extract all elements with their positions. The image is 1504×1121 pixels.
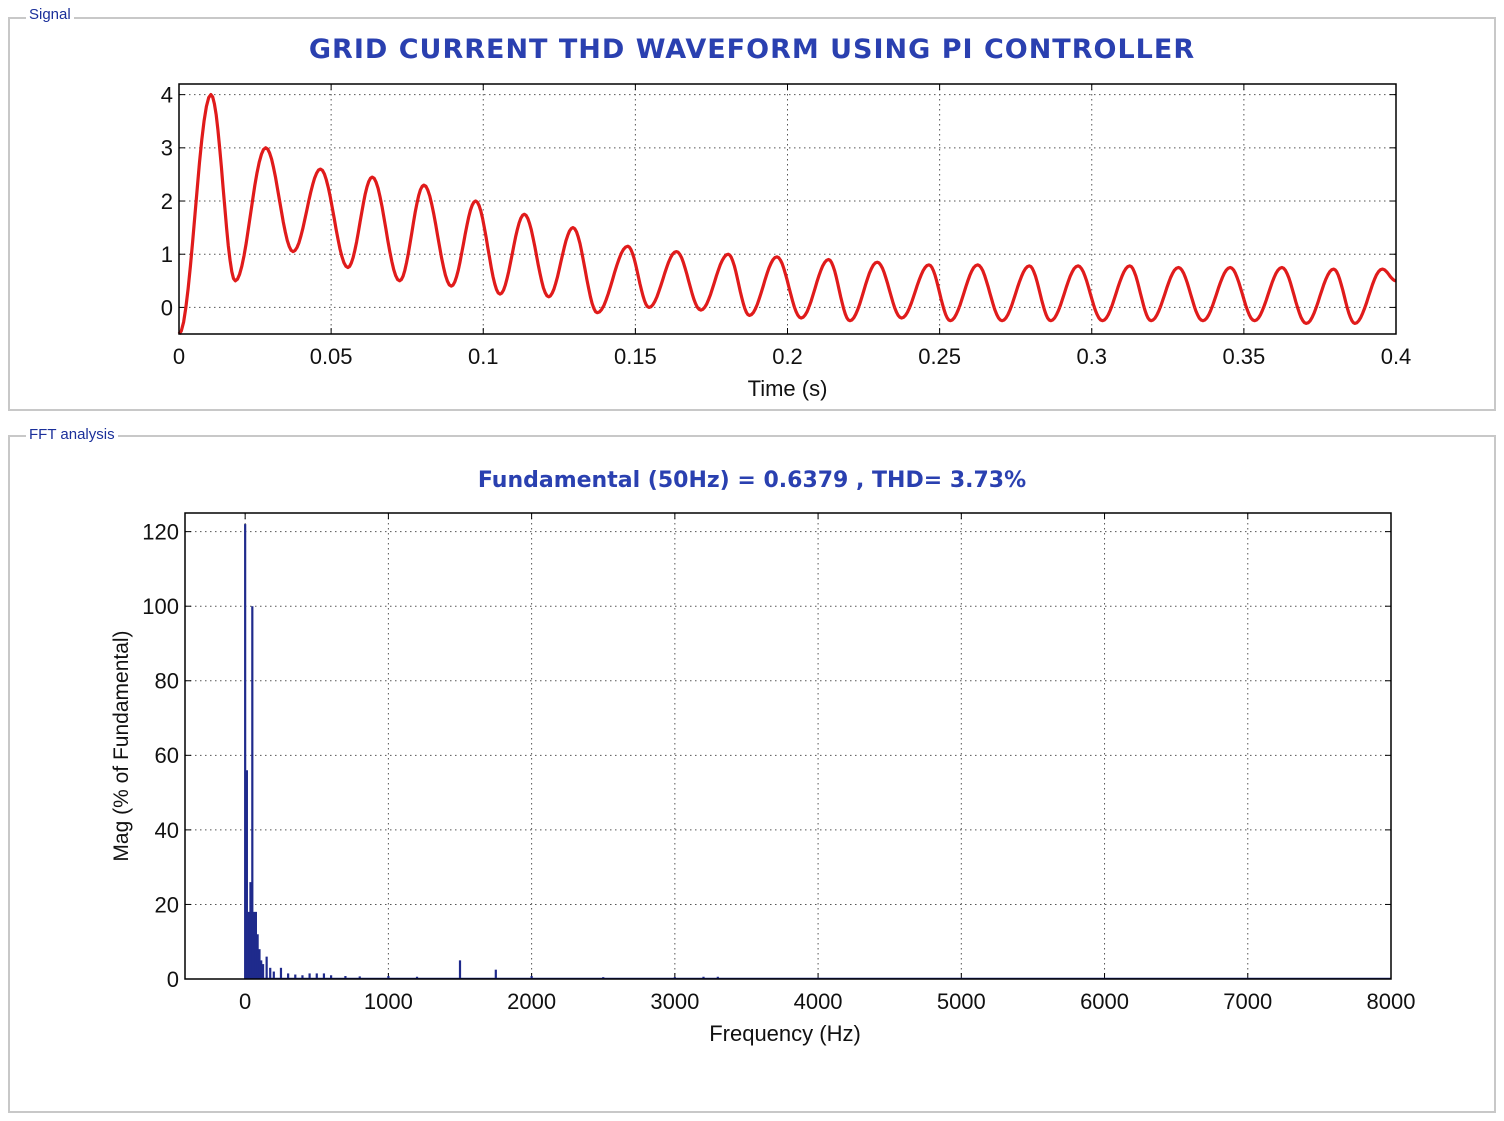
signal-xtick-label: 0.15 <box>614 344 657 369</box>
signal-panel-label: Signal <box>26 6 74 23</box>
fft-xtick-label: 7000 <box>1223 989 1272 1014</box>
fft-xtick-label: 0 <box>239 989 251 1014</box>
fft-ytick-label: 0 <box>167 967 179 992</box>
signal-xtick-label: 0.2 <box>772 344 803 369</box>
fft-ytick-label: 100 <box>142 594 179 619</box>
signal-xtick-label: 0.3 <box>1076 344 1107 369</box>
fft-x-axis-label: Frequency (Hz) <box>709 1021 861 1046</box>
fft-xtick-label: 1000 <box>364 989 413 1014</box>
fft-y-axis-label: Mag (% of Fundamental) <box>110 630 133 861</box>
signal-ytick-label: 0 <box>161 295 173 320</box>
signal-chart: 0 0.05 0.1 0.15 0.2 0.25 0.3 0.35 0.4 0 1 2 3 4 Time (… <box>161 83 1412 401</box>
signal-xtick-label: 0.25 <box>918 344 961 369</box>
fft-ytick-label: 20 <box>155 892 179 917</box>
fft-xtick-label: 5000 <box>937 989 986 1014</box>
signal-series-line <box>177 92 1397 335</box>
signal-xtick-label: 0.05 <box>310 344 353 369</box>
fft-ytick-label: 120 <box>142 520 179 545</box>
signal-xtick-label: 0.4 <box>1381 344 1412 369</box>
signal-x-axis-label: Time (s) <box>748 376 828 401</box>
fft-plot-frame <box>184 512 1392 980</box>
fft-xtick-label: 2000 <box>507 989 556 1014</box>
signal-xtick-label: 0 <box>173 344 185 369</box>
signal-ytick-label: 1 <box>161 242 173 267</box>
fft-xtick-label: 3000 <box>650 989 699 1014</box>
fft-xtick-label: 6000 <box>1080 989 1129 1014</box>
signal-xtick-label: 0.35 <box>1222 344 1265 369</box>
signal-ytick-label: 3 <box>161 136 173 161</box>
fft-chart-title: Fundamental (50Hz) = 0.6379 , THD= 3.73% <box>477 468 1027 493</box>
signal-xtick-label: 0.1 <box>468 344 499 369</box>
fft-xtick-label: 4000 <box>794 989 843 1014</box>
signal-ytick-label: 2 <box>161 189 173 214</box>
fft-xtick-label: 8000 <box>1367 989 1416 1014</box>
signal-ytick-label: 4 <box>161 83 173 108</box>
fft-ytick-label: 40 <box>155 818 179 843</box>
fft-panel-label: FFT analysis <box>26 426 118 443</box>
fft-plot-area <box>185 513 1391 979</box>
fft-ytick-label: 60 <box>155 743 179 768</box>
signal-chart-title: GRID CURRENT THD WAVEFORM USING PI CONTR… <box>308 34 1196 65</box>
fft-ytick-label: 80 <box>155 669 179 694</box>
signal-plot-frame <box>178 83 1397 335</box>
